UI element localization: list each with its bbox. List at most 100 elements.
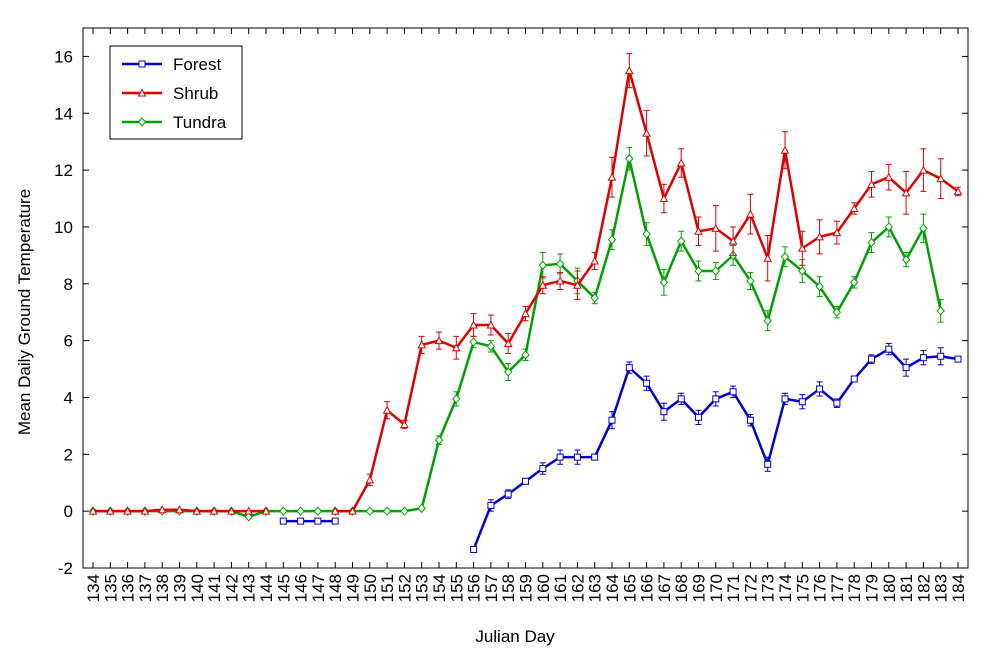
- y-tick-label: 6: [64, 332, 73, 351]
- data-point: [279, 517, 287, 525]
- legend-marker: [137, 117, 147, 127]
- x-tick-label: 174: [776, 574, 795, 602]
- x-tick-label: 172: [741, 574, 760, 602]
- data-point: [746, 416, 754, 424]
- data-point: [901, 188, 911, 197]
- series-layer: [88, 53, 963, 554]
- data-point: [192, 506, 202, 515]
- x-tick-label: 153: [413, 574, 432, 602]
- data-point: [244, 506, 254, 515]
- data-point: [677, 236, 686, 246]
- data-point: [538, 260, 547, 271]
- data-point: [625, 153, 634, 164]
- legend-label: Shrub: [173, 84, 218, 103]
- data-point: [296, 506, 305, 516]
- data-point: [487, 501, 495, 509]
- y-tick-label: 16: [54, 47, 73, 66]
- y-tick-label: 12: [54, 161, 73, 180]
- data-point: [849, 203, 859, 212]
- data-point: [244, 512, 253, 522]
- data-point: [763, 315, 772, 326]
- x-tick-label: 161: [551, 574, 570, 602]
- data-point: [417, 340, 427, 349]
- data-point: [833, 399, 841, 407]
- data-point: [417, 503, 426, 514]
- y-tick-label: 4: [64, 388, 73, 407]
- data-point: [227, 506, 236, 515]
- x-tick-label: 165: [620, 574, 639, 602]
- data-point: [539, 465, 547, 473]
- data-point: [105, 506, 115, 515]
- x-tick-label: 154: [430, 574, 449, 602]
- x-tick-label: 138: [153, 574, 172, 602]
- x-tick-label: 137: [136, 574, 155, 602]
- legend: Forest Shrub Tundra: [109, 45, 243, 140]
- data-point: [694, 226, 703, 235]
- data-point: [452, 394, 461, 404]
- data-point: [832, 307, 842, 317]
- data-point: [573, 280, 582, 289]
- data-point: [642, 128, 651, 137]
- data-point: [382, 405, 392, 414]
- data-point: [279, 506, 288, 516]
- x-tick-label: 157: [482, 574, 501, 602]
- x-tick-label: 143: [240, 574, 259, 602]
- data-point: [780, 145, 790, 154]
- x-tick-label: 184: [949, 574, 968, 602]
- x-tick-label: 173: [759, 574, 778, 602]
- data-point: [832, 228, 842, 237]
- data-point: [607, 234, 617, 245]
- data-point: [470, 546, 478, 554]
- x-tick-label: 179: [863, 574, 882, 602]
- data-point: [660, 408, 668, 416]
- x-tick-label: 176: [811, 574, 830, 602]
- data-point: [521, 309, 530, 318]
- data-point: [434, 336, 444, 345]
- data-point: [522, 477, 529, 485]
- x-tick-label: 169: [690, 574, 709, 602]
- x-tick-label: 144: [257, 574, 276, 602]
- x-tick-label: 155: [447, 574, 466, 602]
- data-point: [676, 158, 686, 167]
- x-axis-title: Julian Day: [475, 627, 555, 646]
- legend-marker: [138, 60, 146, 68]
- data-point: [781, 395, 789, 403]
- data-point: [608, 416, 616, 424]
- data-point: [625, 364, 633, 372]
- series-shrub: [88, 53, 963, 515]
- data-point: [365, 506, 374, 516]
- x-tick-label: 167: [655, 574, 674, 602]
- x-axis: 1341351361371381391401411421431441451461…: [84, 28, 968, 602]
- data-point: [694, 266, 703, 276]
- data-point: [936, 174, 946, 183]
- y-axis: -2 0 2 4 6 8 10 12 14 16: [54, 47, 968, 578]
- x-tick-label: 166: [638, 574, 657, 602]
- data-point: [140, 506, 150, 515]
- data-point: [434, 435, 444, 445]
- y-tick-label: 14: [54, 104, 73, 123]
- x-tick-label: 136: [119, 574, 138, 602]
- legend-label: Forest: [173, 55, 221, 74]
- data-point: [607, 172, 617, 181]
- x-tick-label: 160: [534, 574, 553, 602]
- data-point: [711, 223, 721, 232]
- x-tick-label: 168: [672, 574, 691, 602]
- data-point: [538, 280, 548, 289]
- data-point: [88, 506, 98, 515]
- data-point: [451, 343, 461, 352]
- data-point: [919, 354, 927, 362]
- x-tick-label: 182: [914, 574, 933, 602]
- data-point: [816, 385, 824, 393]
- y-axis-title: Mean Daily Ground Temperature: [15, 189, 34, 435]
- x-tick-label: 152: [395, 574, 414, 602]
- legend-marker: [137, 88, 147, 97]
- x-tick-label: 150: [361, 574, 380, 602]
- data-point: [400, 506, 409, 516]
- x-tick-label: 134: [84, 574, 103, 602]
- data-point: [677, 395, 685, 403]
- x-tick-label: 148: [326, 574, 345, 602]
- data-point: [746, 276, 755, 286]
- data-point: [521, 350, 530, 360]
- data-point: [902, 364, 910, 372]
- x-tick-label: 140: [188, 574, 207, 602]
